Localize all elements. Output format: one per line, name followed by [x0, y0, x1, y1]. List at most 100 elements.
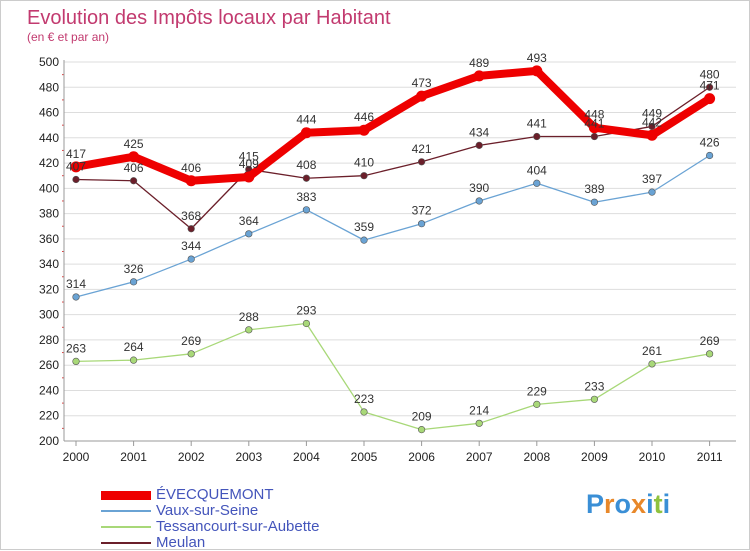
data-label-evecquemont: 446 [354, 110, 374, 124]
data-label-vaux-sur-seine: 326 [124, 262, 144, 276]
x-tick-label: 2003 [235, 450, 262, 464]
data-point-meulan [302, 174, 311, 182]
data-label-vaux-sur-seine: 364 [239, 214, 259, 228]
data-point-tessancourt-sur-aubette [302, 319, 311, 328]
data-point-tessancourt-sur-aubette [475, 419, 483, 427]
data-point-tessancourt-sur-aubette [72, 357, 80, 366]
data-label-evecquemont: 409 [239, 157, 259, 171]
data-label-meulan: 415 [239, 149, 259, 163]
legend-swatch-meulan [101, 542, 151, 544]
data-label-tessancourt-sur-aubette: 229 [527, 384, 547, 398]
data-label-tessancourt-sur-aubette: 263 [66, 341, 86, 355]
data-point-evecquemont [128, 151, 140, 163]
data-point-vaux-sur-seine [360, 236, 368, 244]
data-label-vaux-sur-seine: 426 [700, 135, 720, 149]
data-label-vaux-sur-seine: 314 [66, 277, 86, 291]
axes: 200 220 240 260 280 300 320 340 360 380 400 420 440 4… [39, 55, 736, 464]
data-point-vaux-sur-seine [245, 230, 253, 238]
series-line-tessancourt-sur-aubette [75, 322, 711, 431]
data-label-meulan: 368 [181, 209, 201, 223]
data-point-evecquemont [185, 175, 197, 187]
data-point-meulan [533, 132, 541, 141]
x-tick-label: 2000 [63, 450, 90, 464]
data-label-vaux-sur-seine: 397 [642, 172, 662, 186]
data-label-tessancourt-sur-aubette: 269 [181, 334, 201, 348]
data-point-vaux-sur-seine [302, 206, 311, 214]
data-label-tessancourt-sur-aubette: 288 [239, 310, 259, 324]
data-label-tessancourt-sur-aubette: 214 [469, 403, 489, 417]
y-tick-label: 220 [39, 409, 59, 423]
x-tick-label: 2006 [408, 450, 435, 464]
data-label-vaux-sur-seine: 389 [584, 182, 604, 196]
series-line-vaux-sur-seine [75, 154, 711, 298]
data-point-vaux-sur-seine [475, 197, 483, 205]
series [70, 65, 716, 434]
data-label-evecquemont: 417 [66, 147, 86, 161]
data-point-evecquemont [531, 65, 543, 77]
data-point-evecquemont [416, 90, 428, 102]
data-label-meulan: 421 [412, 142, 432, 156]
data-point-tessancourt-sur-aubette [187, 350, 195, 358]
y-tick-label: 360 [39, 232, 59, 246]
data-point-tessancourt-sur-aubette [533, 400, 541, 408]
data-label-evecquemont: 444 [296, 113, 316, 127]
x-tick-label: 2009 [581, 450, 608, 464]
data-point-vaux-sur-seine [130, 278, 138, 286]
data-label-evecquemont: 425 [124, 137, 144, 151]
data-label-tessancourt-sur-aubette: 209 [412, 410, 432, 424]
data-point-evecquemont [704, 93, 716, 105]
data-label-meulan: 406 [124, 161, 144, 175]
data-point-evecquemont [243, 171, 255, 183]
data-label-evecquemont: 489 [469, 56, 489, 70]
data-label-tessancourt-sur-aubette: 293 [296, 304, 316, 318]
data-point-evecquemont [473, 70, 485, 82]
y-tick-label: 440 [39, 131, 59, 145]
series-line-evecquemont [72, 66, 714, 185]
legend-label-tessancourt-sur-aubette: Tessancourt-sur-Aubette [156, 518, 320, 535]
y-tick-label: 320 [39, 282, 59, 296]
x-tick-label: 2010 [639, 450, 666, 464]
y-tick-label: 460 [39, 106, 59, 120]
data-label-meulan: 449 [642, 106, 662, 120]
data-label-evecquemont: 471 [700, 79, 720, 93]
x-tick-label: 2007 [466, 450, 493, 464]
y-tick-label: 200 [39, 434, 59, 448]
data-label-evecquemont: 493 [527, 51, 547, 65]
series-line-meulan [75, 86, 711, 230]
proxiti-logo: Proxiti [586, 489, 670, 520]
logo-letter: t [653, 489, 663, 519]
data-label-evecquemont: 448 [584, 108, 604, 122]
data-point-evecquemont [588, 122, 600, 134]
chart-subtitle: (en € et par an) [27, 30, 110, 44]
data-label-meulan: 407 [66, 159, 86, 173]
data-point-vaux-sur-seine [590, 198, 599, 206]
x-tick-label: 2011 [697, 450, 723, 464]
data-label-vaux-sur-seine: 383 [296, 190, 316, 204]
data-point-tessancourt-sur-aubette [418, 426, 426, 434]
grid [64, 61, 736, 442]
legend-swatch-vaux-sur-seine [101, 510, 151, 512]
y-tick-label: 500 [39, 55, 59, 69]
data-label-evecquemont: 473 [412, 76, 432, 90]
data-point-vaux-sur-seine [418, 220, 426, 228]
data-point-evecquemont [70, 161, 82, 173]
data-point-evecquemont [646, 129, 658, 141]
legend-label-vaux-sur-seine: Vaux-sur-Seine [156, 502, 259, 519]
legend-label-evecquemont: ÉVECQUEMONT [156, 486, 274, 503]
chart-title: Evolution des Impôts locaux par Habitant [27, 7, 391, 29]
data-point-evecquemont [300, 127, 312, 139]
data-label-meulan: 441 [527, 117, 547, 131]
data-point-meulan [360, 172, 368, 180]
x-tick-label: 2004 [293, 450, 320, 464]
data-point-tessancourt-sur-aubette [590, 395, 599, 403]
data-label-meulan: 441 [584, 117, 604, 131]
data-point-meulan [130, 177, 138, 185]
logo-letter: o [614, 489, 632, 519]
data-point-evecquemont [358, 124, 370, 136]
x-tick-label: 2008 [523, 450, 550, 464]
y-tick-label: 340 [39, 257, 59, 271]
logo-letter: r [604, 489, 615, 519]
data-point-vaux-sur-seine [648, 188, 656, 196]
data-point-tessancourt-sur-aubette [648, 360, 656, 368]
